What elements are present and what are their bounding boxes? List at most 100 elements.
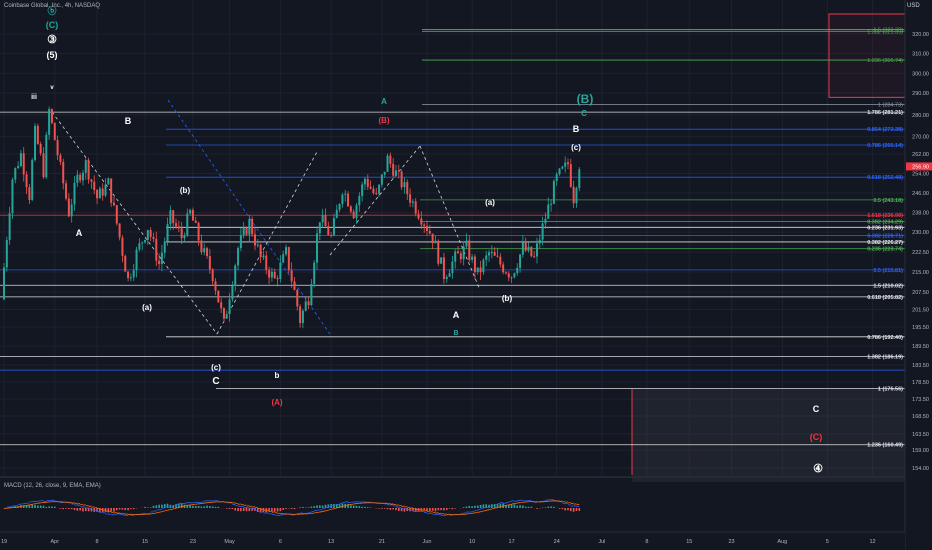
candle-body [67, 198, 70, 217]
fib-label: 1.236 (160.49) [867, 443, 903, 449]
macd-hist-bar [62, 508, 65, 510]
candle-body [471, 256, 474, 260]
candle-body [11, 179, 14, 214]
wave-label: A [453, 310, 460, 320]
macd-hist-bar [488, 504, 490, 508]
price-axis[interactable] [905, 0, 932, 550]
candle-body [575, 188, 578, 204]
candle-body [561, 166, 564, 169]
candle-body [270, 271, 273, 278]
signal-line [280, 513, 284, 515]
macd-hist-bar [527, 506, 530, 508]
candle-body [372, 188, 375, 194]
signal-line [178, 506, 182, 508]
currency-label[interactable]: USD [907, 3, 920, 9]
candle-body [158, 260, 161, 265]
candle-body [488, 252, 491, 256]
candle-body [265, 255, 268, 270]
macd-hist-bar [273, 508, 276, 512]
current-price-label: 256.90 [912, 164, 929, 170]
candle-body [90, 179, 93, 182]
signal-line [43, 501, 47, 504]
fib-label: 1.382 (321.35) [867, 29, 903, 35]
candle-body [175, 223, 178, 227]
fib-label: 0.382 (228.71) [867, 233, 903, 239]
signal-line [274, 512, 278, 514]
candle-body [485, 255, 488, 260]
candle-body [121, 237, 124, 256]
signal-line [500, 505, 504, 507]
macd-hist-bar [285, 508, 287, 510]
macd-hist-bar [158, 504, 160, 508]
candle-body [285, 247, 287, 255]
macd-hist-bar [76, 508, 79, 511]
candle-body [341, 194, 344, 205]
macd-hist-bar [403, 508, 406, 512]
candle-body [510, 277, 513, 279]
macd-hist-bar [570, 508, 572, 512]
signal-line [311, 512, 315, 514]
time-tick: 19 [1, 539, 7, 545]
candle-body [406, 182, 409, 195]
macd-hist-bar [505, 505, 507, 508]
macd-hist-bar [412, 508, 414, 512]
macd-hist-bar [93, 508, 96, 512]
macd-hist-bar [155, 505, 158, 508]
candle-body [330, 235, 333, 237]
signal-line [370, 502, 374, 504]
time-axis[interactable] [0, 532, 905, 550]
candle-body [17, 165, 20, 168]
signal-line [243, 504, 247, 506]
signal-line [125, 513, 129, 515]
price-tick: 207.50 [912, 290, 929, 296]
macd-hist-bar [34, 504, 36, 508]
signal-line [153, 512, 157, 514]
candle-body [262, 255, 265, 258]
macd-hist-bar [290, 508, 293, 509]
signal-line [12, 506, 16, 509]
candle-body [279, 262, 282, 280]
candle-body [183, 235, 186, 239]
signal-line [548, 500, 552, 502]
macd-hist-bar [364, 506, 366, 508]
candle-body [507, 273, 510, 278]
macd-hist-bar [169, 504, 172, 508]
signal-line [393, 503, 397, 506]
signal-line [421, 509, 425, 511]
candle-body [442, 257, 445, 280]
signal-line [235, 502, 239, 505]
candle-body [321, 215, 324, 223]
signal-line [525, 501, 529, 503]
signal-line [269, 510, 272, 513]
macd-hist-bar [25, 505, 28, 508]
wave-label: b [275, 371, 280, 380]
price-tick: 201.50 [912, 308, 929, 314]
macd-hist-bar [87, 508, 90, 512]
candle-body [290, 270, 293, 282]
signal-line [144, 513, 148, 515]
signal-line [161, 510, 165, 512]
time-tick: Jun [423, 539, 432, 545]
candle-body [426, 225, 428, 231]
signal-line [198, 503, 202, 505]
trend-line [419, 145, 481, 291]
signal-line [519, 501, 523, 504]
signal-line [356, 502, 360, 505]
signal-line [147, 513, 151, 515]
signal-line [514, 502, 518, 505]
candle-body [335, 209, 338, 219]
wave-label: v [50, 85, 54, 91]
signal-line [285, 513, 289, 515]
signal-line [133, 513, 137, 516]
macd-hist-bar [471, 506, 473, 508]
signal-line [201, 502, 205, 505]
macd-hist-bar [96, 508, 98, 512]
candle-body [129, 277, 132, 279]
candle-body [307, 301, 310, 306]
signal-line [257, 507, 261, 510]
signal-line [15, 506, 19, 508]
macd-hist-bar [172, 505, 174, 508]
signal-line [156, 511, 160, 514]
fib-label: 0.786 (192.40) [867, 335, 903, 341]
